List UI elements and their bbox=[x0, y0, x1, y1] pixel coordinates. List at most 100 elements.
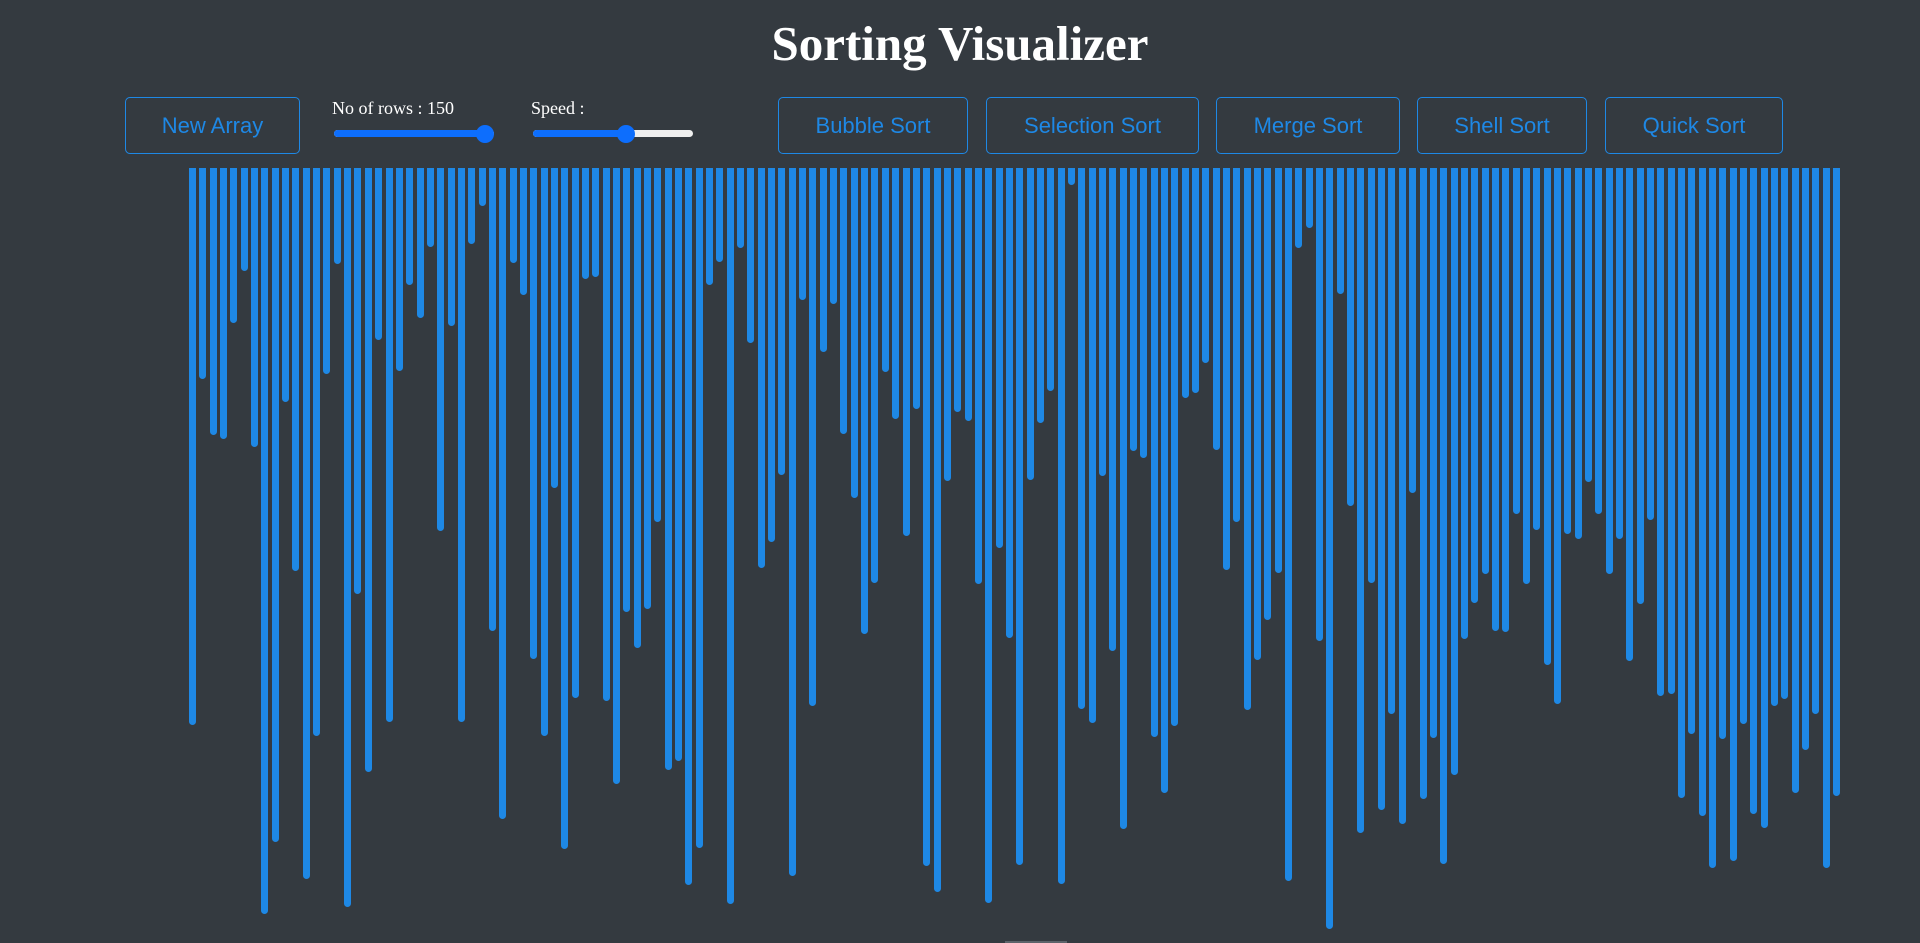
array-bar bbox=[685, 168, 693, 885]
array-bar bbox=[488, 168, 496, 631]
rows-slider-label: No of rows : 150 bbox=[332, 98, 454, 118]
array-bar bbox=[1119, 168, 1127, 829]
array-bar bbox=[1285, 168, 1292, 881]
array-bar bbox=[1274, 168, 1282, 573]
array-bar bbox=[623, 168, 631, 612]
array-bar bbox=[1709, 168, 1716, 868]
array-bar bbox=[230, 168, 238, 323]
array-bar bbox=[364, 168, 372, 772]
array-bar bbox=[457, 168, 465, 722]
array-bar bbox=[1481, 168, 1489, 574]
array-bar bbox=[964, 168, 972, 421]
new-array-button[interactable]: New Array bbox=[125, 97, 300, 154]
array-bar bbox=[271, 168, 279, 842]
array-bar bbox=[571, 168, 579, 698]
array-bar bbox=[1036, 168, 1044, 423]
array-bar bbox=[282, 168, 290, 402]
array-bar bbox=[220, 168, 227, 439]
array-bar bbox=[1429, 168, 1437, 738]
array-bar bbox=[1140, 168, 1148, 458]
array-bar bbox=[1667, 168, 1675, 694]
array-bar bbox=[530, 168, 538, 659]
speed-slider[interactable] bbox=[533, 125, 693, 143]
array-bar bbox=[1305, 168, 1313, 228]
array-bar bbox=[840, 168, 848, 434]
array-bar bbox=[1078, 168, 1086, 709]
array-bar bbox=[1212, 168, 1220, 450]
array-bar bbox=[1026, 168, 1034, 480]
array-bar bbox=[706, 168, 713, 285]
array-bar bbox=[788, 168, 796, 876]
array-bar bbox=[1047, 168, 1055, 391]
quick-sort-button[interactable]: Quick Sort bbox=[1605, 97, 1783, 154]
array-bar bbox=[716, 168, 724, 262]
array-bar bbox=[1657, 168, 1665, 696]
array-bar bbox=[261, 168, 269, 914]
array-bar bbox=[292, 168, 300, 571]
array-bar bbox=[592, 168, 600, 277]
array-bar bbox=[240, 168, 248, 271]
array-bar bbox=[985, 168, 993, 903]
array-bar bbox=[1161, 168, 1168, 793]
array-bar bbox=[612, 168, 620, 784]
array-bar bbox=[499, 168, 507, 819]
array-bar bbox=[1771, 168, 1778, 706]
array-bar bbox=[881, 168, 889, 372]
array-bar bbox=[1005, 168, 1013, 638]
array-bar bbox=[1750, 168, 1758, 814]
array-bar bbox=[323, 168, 331, 374]
array-bar bbox=[344, 168, 352, 907]
array-bar bbox=[654, 168, 662, 522]
array-bar bbox=[830, 168, 838, 304]
array-bar bbox=[1295, 168, 1303, 248]
array-bar bbox=[695, 168, 703, 848]
array-bar bbox=[406, 168, 414, 285]
array-bar bbox=[1760, 168, 1768, 828]
array-bar bbox=[737, 168, 744, 248]
array-bar bbox=[1615, 168, 1623, 539]
array-bar bbox=[861, 168, 869, 634]
array-bar bbox=[675, 168, 682, 761]
array-bar bbox=[923, 168, 931, 866]
array-bar bbox=[1512, 168, 1520, 514]
array-bar bbox=[1150, 168, 1158, 737]
array-bar bbox=[778, 168, 786, 475]
speed-slider-fill bbox=[533, 130, 626, 137]
rows-slider[interactable] bbox=[334, 125, 494, 143]
array-bar bbox=[974, 168, 982, 584]
array-bar bbox=[644, 168, 651, 609]
array-bar bbox=[1098, 168, 1106, 476]
array-bar bbox=[1450, 168, 1458, 775]
array-bar bbox=[550, 168, 558, 488]
array-bar bbox=[1460, 168, 1468, 639]
array-bar bbox=[1243, 168, 1251, 710]
array-bar bbox=[1192, 168, 1199, 393]
array-bar bbox=[1440, 168, 1448, 864]
array-bar bbox=[1491, 168, 1499, 631]
array-bar bbox=[1605, 168, 1613, 574]
bubble-sort-button[interactable]: Bubble Sort bbox=[778, 97, 968, 154]
array-bar bbox=[799, 168, 807, 300]
rows-slider-thumb[interactable] bbox=[476, 125, 494, 143]
array-bar bbox=[519, 168, 527, 295]
array-bar bbox=[416, 168, 424, 318]
array-bar bbox=[747, 168, 755, 343]
array-bar bbox=[1088, 168, 1096, 723]
array-bar bbox=[1802, 168, 1809, 750]
array-bar bbox=[189, 168, 196, 725]
merge-sort-button[interactable]: Merge Sort bbox=[1216, 97, 1400, 154]
array-bar bbox=[943, 168, 951, 481]
array-bar bbox=[1822, 168, 1830, 868]
selection-sort-button[interactable]: Selection Sort bbox=[986, 97, 1199, 154]
array-bar bbox=[1233, 168, 1241, 522]
speed-slider-thumb[interactable] bbox=[616, 125, 635, 143]
shell-sort-button[interactable]: Shell Sort bbox=[1417, 97, 1587, 154]
array-bar bbox=[1553, 168, 1561, 704]
array-bar bbox=[1533, 168, 1541, 530]
array-bar bbox=[1791, 168, 1799, 793]
array-bar bbox=[850, 168, 858, 498]
array-bar bbox=[819, 168, 827, 352]
array-bar bbox=[768, 168, 775, 542]
array-bar bbox=[1688, 168, 1696, 734]
